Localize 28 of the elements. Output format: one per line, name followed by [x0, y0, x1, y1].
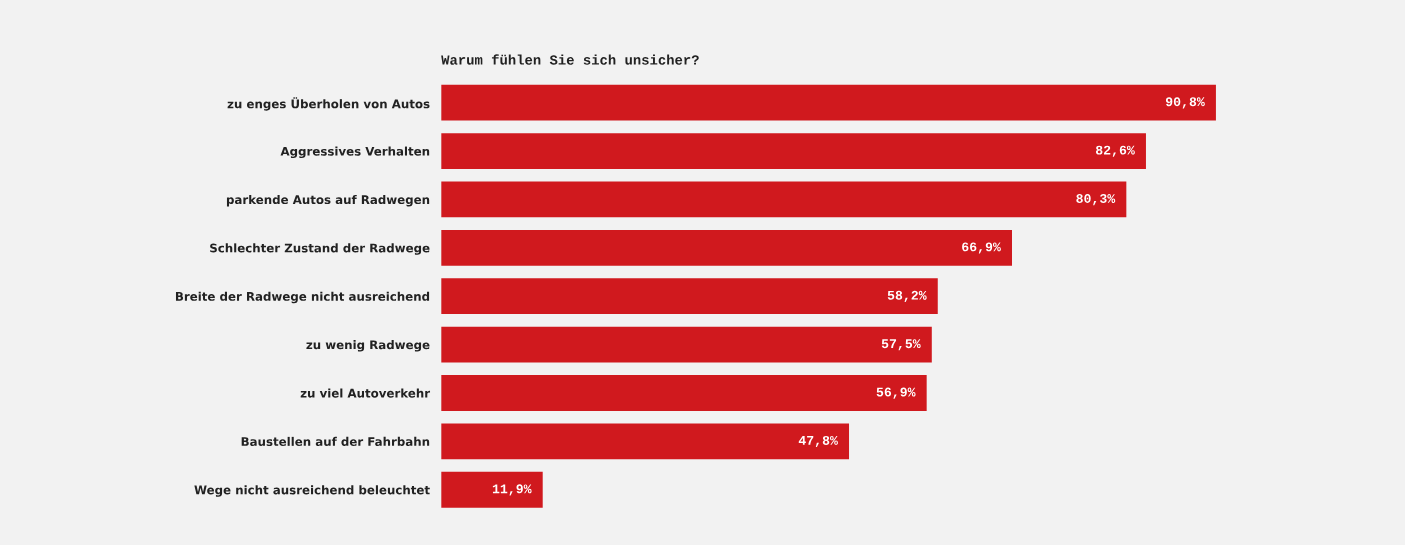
bar [441, 375, 927, 411]
y-tick-label: Schlechter Zustand der Radwege [210, 243, 430, 255]
data-label: 90,8% [1165, 97, 1205, 109]
y-tick-label: Aggressives Verhalten [280, 146, 430, 159]
y-tick-label: zu wenig Radwege [306, 340, 430, 352]
y-tick-label: Breite der Radwege nicht ausreichend [175, 291, 430, 304]
bar [441, 278, 938, 315]
data-label: 80,3% [1076, 194, 1116, 206]
y-tick-label: parkende Autos auf Radwegen [226, 194, 430, 207]
bar [441, 133, 1146, 169]
y-tick-label: Wege nicht ausreichend beleuchtet [194, 485, 430, 497]
data-label: 57,5% [881, 339, 921, 351]
bar [441, 423, 850, 460]
bar [441, 326, 932, 363]
bar [441, 229, 1012, 266]
bar [441, 181, 1127, 218]
data-label: 58,2% [887, 290, 927, 302]
y-tick-label: Baustellen auf der Fahrbahn [241, 436, 430, 447]
bar [441, 471, 543, 508]
bar [441, 84, 1216, 121]
chart-title: Warum fühlen Sie sich unsicher? [441, 54, 699, 65]
data-label: 47,8% [798, 435, 838, 448]
y-tick-label: zu enges Überholen von Autos [227, 97, 430, 111]
data-label: 66,9% [962, 242, 1001, 254]
data-label: 11,9% [492, 484, 532, 496]
data-label: 82,6% [1095, 145, 1135, 157]
data-label: 56,9% [876, 387, 916, 399]
y-tick-label: zu viel Autoverkehr [300, 388, 431, 398]
